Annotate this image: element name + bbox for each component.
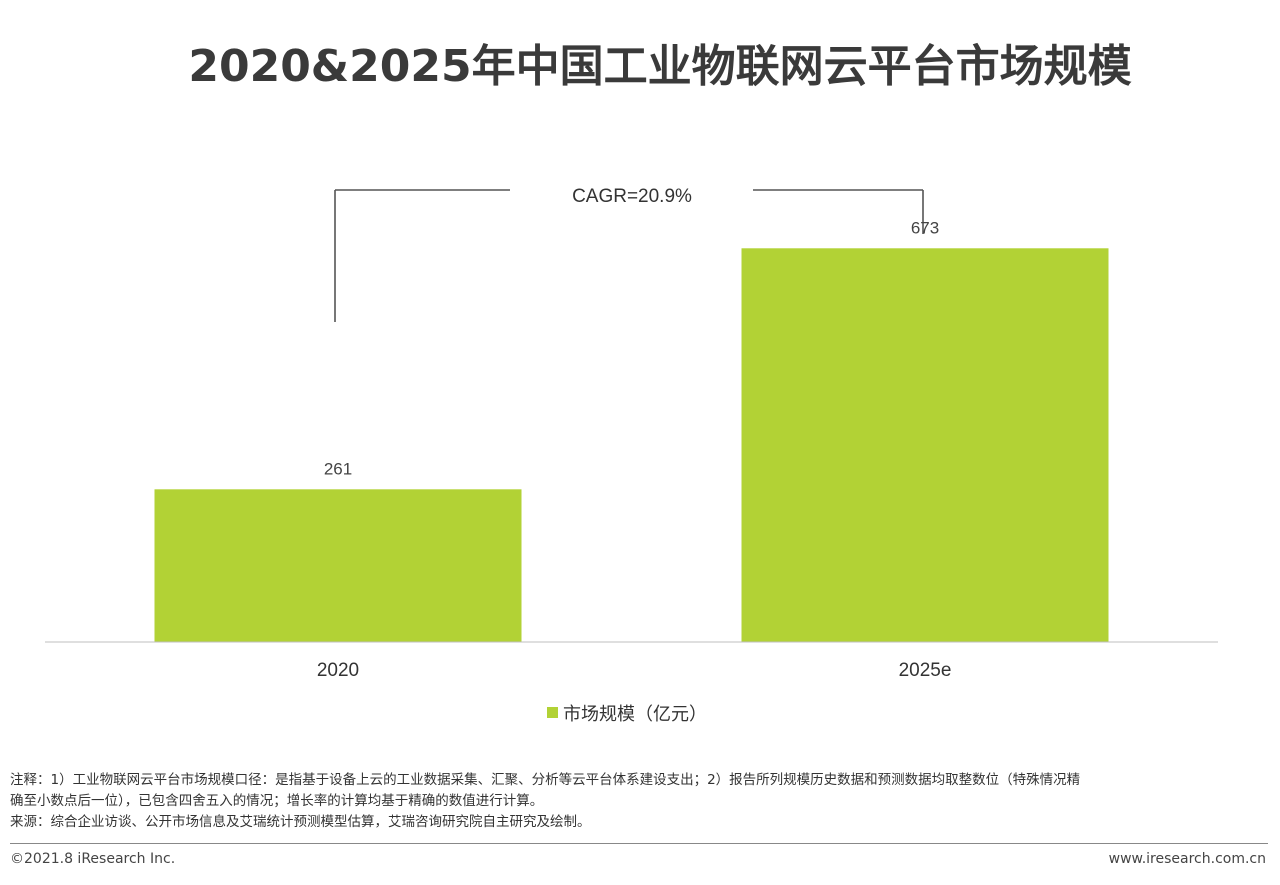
bar-chart: CAGR=20.9% 261 2020 673 2025e 市场规模（亿元） bbox=[45, 186, 1218, 725]
legend: 市场规模（亿元） bbox=[547, 704, 707, 725]
website-link[interactable]: www.iresearch.com.cn bbox=[1108, 851, 1266, 867]
cagr-bracket bbox=[334, 189, 924, 322]
bar-2020 bbox=[154, 489, 522, 642]
x-tick-2020: 2020 bbox=[317, 660, 359, 681]
source-line: 来源：综合企业访谈、公开市场信息及艾瑞统计预测模型估算，艾瑞咨询研究院自主研究及… bbox=[10, 814, 591, 830]
chart-title: 2020&2025年中国工业物联网云平台市场规模 bbox=[188, 41, 1132, 92]
notes: 注释：1）工业物联网云平台市场规模口径：是指基于设备上云的工业数据采集、汇聚、分… bbox=[10, 770, 1270, 833]
data-label-2020: 261 bbox=[324, 459, 352, 478]
legend-label: 市场规模（亿元） bbox=[563, 704, 707, 725]
legend-swatch bbox=[547, 707, 558, 718]
note-line-1: 注释：1）工业物联网云平台市场规模口径：是指基于设备上云的工业数据采集、汇聚、分… bbox=[10, 772, 1081, 788]
data-label-2025e: 673 bbox=[911, 218, 939, 237]
copyright: ©2021.8 iResearch Inc. bbox=[10, 851, 176, 867]
cagr-label: CAGR=20.9% bbox=[572, 186, 692, 207]
bar-2025e bbox=[741, 248, 1109, 643]
footer-divider bbox=[10, 843, 1268, 844]
note-line-2: 确至小数点后一位），已包含四舍五入的情况；增长率的计算均基于精确的数值进行计算。 bbox=[10, 793, 544, 809]
x-tick-2025e: 2025e bbox=[899, 660, 952, 681]
